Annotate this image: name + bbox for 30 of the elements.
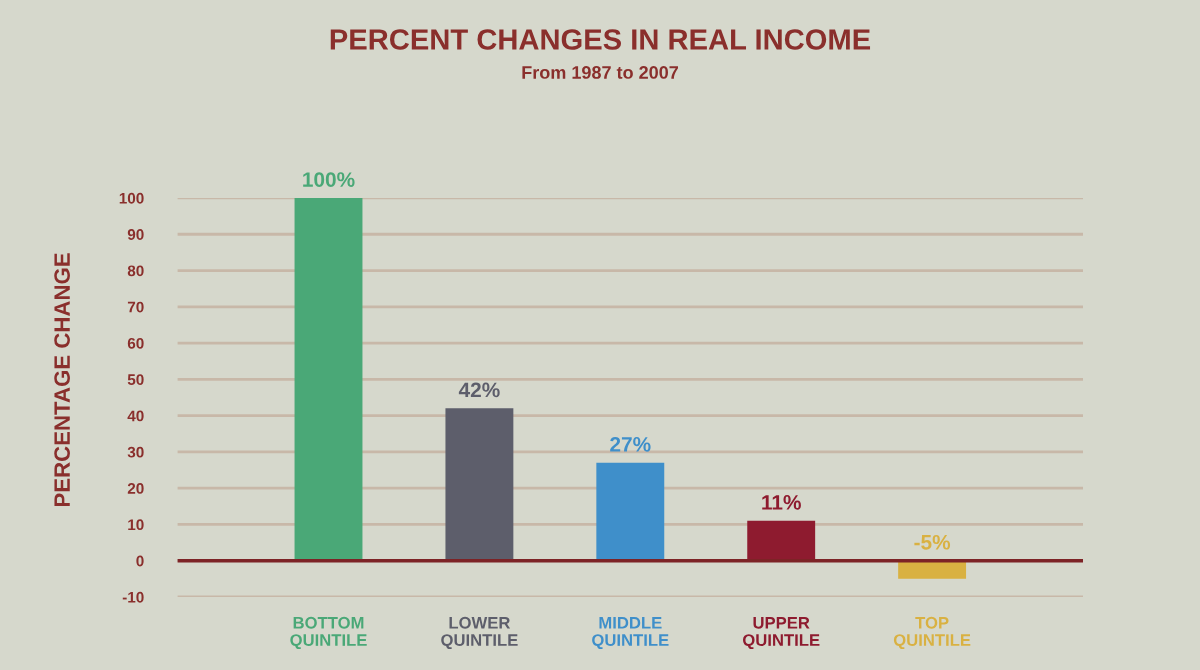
chart-subtitle: From 1987 to 2007 — [522, 66, 678, 79]
y-tick-label: 80 — [127, 265, 144, 277]
y-tick-label: 90 — [127, 229, 144, 240]
data-label: 100% — [303, 172, 355, 187]
bar — [596, 462, 665, 561]
data-label: 42% — [458, 382, 500, 398]
x-tick-label: BOTTOM QUINTILE — [290, 616, 367, 650]
y-tick-label: 30 — [127, 446, 144, 458]
bar — [445, 408, 514, 561]
y-tick-label: 10 — [128, 519, 144, 531]
y-tick-label: 20 — [127, 483, 144, 494]
y-tick-label: 60 — [127, 337, 144, 349]
data-label: 11% — [762, 495, 801, 510]
bar — [294, 197, 363, 561]
x-tick-label: UPPER QUINTILE — [743, 617, 820, 650]
y-axis-title: PERCENTAGE CHANGE — [54, 253, 70, 507]
y-tick-label: 70 — [127, 301, 144, 313]
data-label: 27% — [610, 436, 651, 452]
y-tick-label: 40 — [127, 410, 144, 422]
y-tick-label: -10 — [122, 591, 144, 603]
y-tick-label: 100 — [119, 192, 144, 204]
bar — [898, 560, 967, 579]
y-tick-label: 50 — [127, 374, 144, 386]
y-tick-label: 0 — [136, 555, 144, 567]
x-tick-label: MIDDLE QUINTILE — [592, 617, 669, 650]
data-label: -5% — [914, 534, 951, 550]
bar — [747, 520, 816, 561]
chart-title: PERCENT CHANGES IN REAL INCOME — [330, 29, 871, 50]
x-tick-label: TOP QUINTILE — [893, 616, 971, 650]
x-tick-label: LOWER QUINTILE — [441, 616, 518, 650]
